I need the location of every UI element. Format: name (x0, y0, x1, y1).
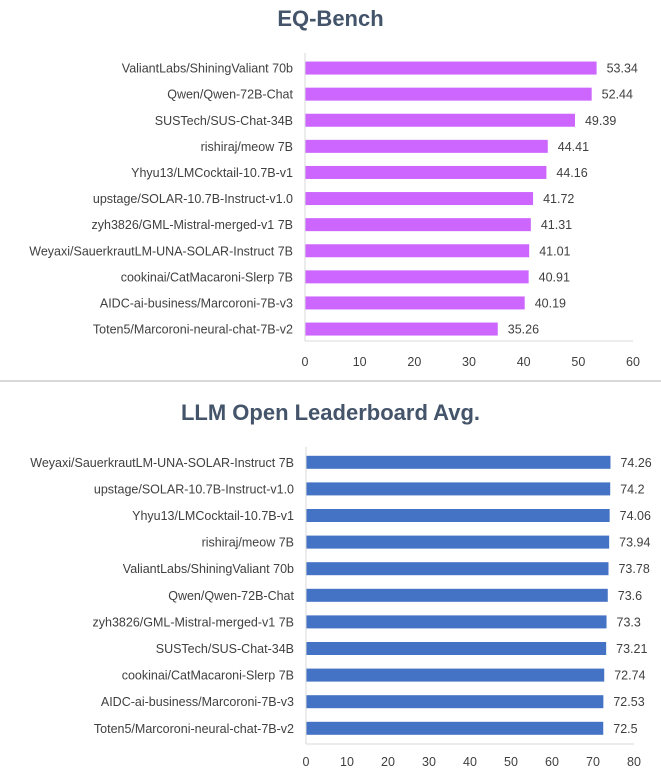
x-tick-label: 30 (462, 355, 476, 369)
x-tick-label: 20 (407, 355, 421, 369)
category-label: AIDC-ai-business/Marcoroni-7B-v3 (100, 296, 293, 310)
x-tick-label: 60 (545, 755, 559, 769)
category-label: upstage/SOLAR-10.7B-Instruct-v1.0 (93, 192, 293, 206)
eq-bench-panel: EQ-Bench ValiantLabs/ShiningValiant 70b 5… (0, 0, 661, 380)
bar (305, 165, 547, 179)
category-label: cookinai/CatMacaroni-Slerp 7B (121, 270, 293, 284)
data-label: 74.26 (620, 456, 651, 470)
data-label: 41.01 (539, 244, 570, 258)
bar (306, 695, 604, 709)
leaderboard-chart: Weyaxi/SauerkrautLM-UNA-SOLAR-Instruct 7… (30, 447, 652, 769)
x-tick-label: 10 (353, 355, 367, 369)
x-tick-label: 50 (571, 355, 585, 369)
bar (306, 642, 607, 655)
chart-title: EQ-Bench (277, 6, 384, 31)
bar (305, 322, 498, 336)
data-label: 40.91 (539, 270, 570, 284)
chart-title: LLM Open Leaderboard Avg. (180, 400, 481, 425)
category-label: Yhyu13/LMCocktail-10.7B-v1 (131, 166, 293, 180)
category-label: Weyaxi/SauerkrautLM-UNA-SOLAR-Instruct 7… (29, 244, 293, 258)
x-tick-label: 10 (340, 755, 354, 769)
data-label: 74.2 (620, 482, 644, 496)
data-label: 53.34 (607, 62, 638, 76)
category-label: SUSTech/SUS-Chat-34B (155, 114, 293, 128)
bar (305, 87, 592, 101)
category-label: Weyaxi/SauerkrautLM-UNA-SOLAR-Instruct 7… (30, 456, 294, 470)
divider (0, 380, 661, 382)
category-label: rishiraj/meow 7B (202, 536, 294, 550)
bar (306, 588, 608, 602)
data-label: 74.06 (620, 509, 651, 523)
category-label: zyh3826/GML-Mistral-merged-v1 7B (93, 615, 294, 629)
bar (306, 535, 610, 549)
bar (306, 615, 607, 629)
x-tick-label: 20 (381, 755, 395, 769)
data-label: 72.74 (614, 669, 645, 683)
category-label: ValiantLabs/ShiningValiant 70b (122, 62, 293, 76)
bar (306, 562, 609, 576)
data-label: 73.6 (618, 589, 642, 603)
bar (306, 668, 605, 682)
data-label: 73.78 (618, 562, 649, 576)
data-label: 44.41 (558, 140, 589, 154)
data-label: 52.44 (602, 88, 633, 102)
bar (306, 482, 611, 496)
x-tick-label: 70 (586, 755, 600, 769)
category-label: Toten5/Marcoroni-neural-chat-7B-v2 (94, 722, 294, 736)
data-label: 73.21 (616, 642, 647, 656)
category-label: upstage/SOLAR-10.7B-Instruct-v1.0 (94, 482, 294, 496)
category-label: rishiraj/meow 7B (201, 140, 293, 154)
data-label: 40.19 (535, 296, 566, 310)
bar (305, 192, 534, 206)
bar (305, 61, 597, 75)
bar (305, 113, 575, 127)
data-label: 49.39 (585, 114, 616, 128)
x-tick-label: 0 (303, 755, 310, 769)
category-label: Qwen/Qwen-72B-Chat (167, 88, 293, 102)
bar (305, 139, 548, 153)
x-tick-label: 0 (302, 355, 309, 369)
bar (306, 721, 604, 735)
category-label: Yhyu13/LMCocktail-10.7B-v1 (132, 509, 294, 523)
category-label: Qwen/Qwen-72B-Chat (168, 589, 294, 603)
bar (305, 218, 531, 232)
bar (305, 270, 529, 284)
data-label: 72.53 (613, 695, 644, 709)
x-tick-label: 40 (463, 755, 477, 769)
category-label: Toten5/Marcoroni-neural-chat-7B-v2 (93, 323, 293, 337)
x-tick-label: 60 (626, 355, 640, 369)
data-label: 41.72 (543, 192, 574, 206)
data-label: 44.16 (556, 166, 587, 180)
bar (306, 455, 611, 469)
x-tick-label: 80 (627, 755, 641, 769)
category-label: cookinai/CatMacaroni-Slerp 7B (122, 669, 294, 683)
bar (305, 244, 530, 258)
category-label: AIDC-ai-business/Marcoroni-7B-v3 (101, 695, 294, 709)
eq-bench-chart: ValiantLabs/ShiningValiant 70b 53.34 Qwen/… (29, 53, 640, 369)
data-label: 73.94 (619, 536, 650, 550)
category-label: zyh3826/GML-Mistral-merged-v1 7B (92, 218, 293, 232)
x-tick-label: 50 (504, 755, 518, 769)
x-tick-label: 40 (517, 355, 531, 369)
category-label: SUSTech/SUS-Chat-34B (156, 642, 294, 656)
data-label: 72.5 (613, 722, 637, 736)
bar (305, 296, 525, 310)
data-label: 41.31 (541, 218, 572, 232)
category-label: ValiantLabs/ShiningValiant 70b (123, 562, 294, 576)
data-label: 35.26 (508, 323, 539, 337)
x-tick-label: 30 (422, 755, 436, 769)
data-label: 73.3 (617, 615, 641, 629)
leaderboard-panel: LLM Open Leaderboard Avg. Weyaxi/Sauerkr… (0, 384, 661, 777)
bar (306, 509, 610, 522)
